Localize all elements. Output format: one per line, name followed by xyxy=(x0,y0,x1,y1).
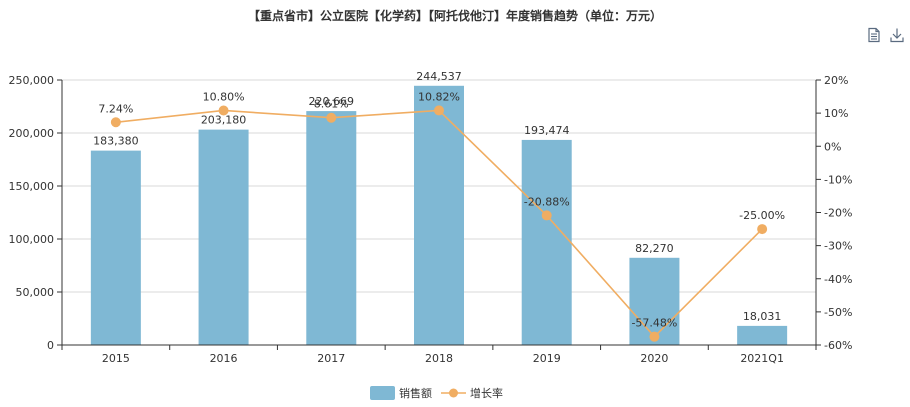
x-axis-tick-label: 2017 xyxy=(317,352,345,365)
legend-line-label: 增长率 xyxy=(470,386,503,400)
left-axis-tick-label: 50,000 xyxy=(16,286,55,299)
legend-bar-swatch xyxy=(370,386,395,400)
left-axis-tick-label: 100,000 xyxy=(9,233,55,246)
growth-rate-label: 10.80% xyxy=(203,90,245,103)
bar-2018 xyxy=(414,85,464,346)
x-axis-tick-label: 2019 xyxy=(533,352,561,365)
bar-value-label: 244,537 xyxy=(416,70,462,83)
growth-rate-point xyxy=(757,224,768,235)
document-icon xyxy=(868,27,880,43)
bar-value-label: 183,380 xyxy=(93,135,139,148)
bar-value-label: 18,031 xyxy=(743,310,782,323)
bar-value-label: 220,669 xyxy=(309,95,355,108)
growth-rate-label: -57.48% xyxy=(631,317,677,330)
left-axis-tick-label: 0 xyxy=(47,339,54,352)
bar-2020 xyxy=(629,257,680,345)
download-icon xyxy=(890,28,904,43)
bar-2019 xyxy=(521,139,572,345)
right-axis-tick-label: -10% xyxy=(824,173,852,186)
right-axis-tick-label: 10% xyxy=(824,107,848,120)
bar-2017 xyxy=(306,111,357,346)
x-axis-tick-label: 2020 xyxy=(640,352,668,365)
x-axis-tick-label: 2016 xyxy=(210,352,238,365)
legend-bar-label: 销售额 xyxy=(399,386,432,400)
growth-rate-label: 7.24% xyxy=(98,102,133,115)
bar-2016 xyxy=(198,129,249,345)
growth-rate-point xyxy=(649,331,660,342)
growth-rate-label: 8.61% xyxy=(314,98,349,111)
bar-value-label: 193,474 xyxy=(524,124,570,137)
legend-line-marker xyxy=(449,388,458,398)
bar-value-label: 82,270 xyxy=(635,242,674,255)
data-view-icon[interactable] xyxy=(866,27,882,43)
right-axis-tick-label: -30% xyxy=(824,240,852,253)
growth-rate-label: -20.88% xyxy=(524,195,570,208)
growth-rate-point xyxy=(326,112,337,123)
growth-rate-point xyxy=(110,117,121,128)
right-axis-tick-label: 20% xyxy=(824,74,848,87)
left-axis-tick-label: 200,000 xyxy=(9,127,55,140)
growth-rate-label: 10.82% xyxy=(418,90,460,103)
left-axis-tick-label: 250,000 xyxy=(9,74,55,87)
growth-rate-point xyxy=(434,105,444,116)
chart-title: 【重点省市】公立医院【化学药】【阿托伐他汀】年度销售趋势（单位：万元） xyxy=(247,9,662,23)
bar-2015 xyxy=(90,150,141,345)
bar-2021Q1 xyxy=(737,325,788,345)
bar-value-label: 203,180 xyxy=(201,114,247,127)
save-image-icon[interactable] xyxy=(889,27,905,43)
x-axis-tick-label: 2021Q1 xyxy=(740,352,784,365)
growth-rate-point xyxy=(541,210,552,221)
right-axis-tick-label: 0% xyxy=(824,140,841,153)
right-axis-tick-label: -60% xyxy=(824,339,852,352)
growth-rate-point xyxy=(218,105,229,116)
x-axis-tick-label: 2018 xyxy=(425,352,453,365)
right-axis-tick-label: -40% xyxy=(824,273,852,286)
right-axis-tick-label: -20% xyxy=(824,207,852,220)
x-axis-tick-label: 2015 xyxy=(102,352,130,365)
right-axis-tick-label: -50% xyxy=(824,306,852,319)
growth-rate-label: -25.00% xyxy=(739,209,785,222)
left-axis-tick-label: 150,000 xyxy=(9,180,55,193)
